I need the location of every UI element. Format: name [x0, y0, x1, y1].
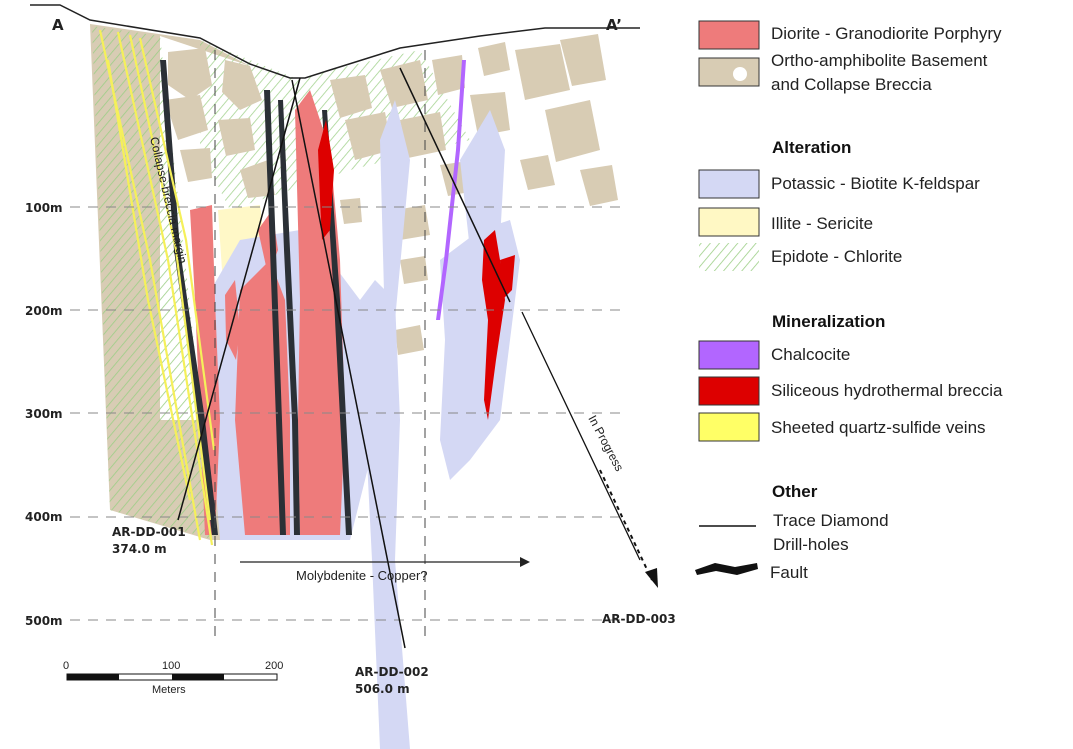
depth-label-400m: 400m — [25, 510, 63, 524]
diorite-porphyry-dykes — [190, 90, 345, 535]
drillhole-002-depth: 506.0 m — [355, 682, 410, 696]
basement-breccia-swatch — [698, 57, 760, 87]
drillhole-traces — [177, 67, 511, 649]
legend-mineralization-heading: Mineralization — [772, 312, 885, 331]
legend-illite-label: Illite - Sericite — [771, 214, 873, 233]
drillhole-001-id: AR-DD-001 — [112, 525, 186, 539]
illite-swatch — [698, 207, 760, 237]
legend-potassic-label: Potassic - Biotite K-feldspar — [771, 174, 980, 193]
legend-drillhole-label-line2: Drill-holes — [773, 535, 849, 554]
legend-fault-label: Fault — [770, 563, 808, 582]
depth-label-200m: 200m — [25, 304, 63, 318]
legend-basement-label-line2: and Collapse Breccia — [771, 75, 932, 94]
scale-bar: 0 100 200 Meters — [63, 660, 283, 696]
molybdenite-arrowhead — [520, 557, 530, 567]
scale-tick-200: 200 — [265, 660, 283, 672]
vertical-guides — [214, 50, 426, 640]
legend: Diorite - Granodiorite Porphyry Ortho-am… — [695, 20, 1003, 582]
potassic-swatch — [698, 169, 760, 199]
drillhole-003-id: AR-DD-003 — [602, 612, 676, 626]
scale-tick-0: 0 — [63, 660, 69, 672]
scale-tick-100: 100 — [162, 660, 180, 672]
section-corner-a: A — [52, 16, 64, 34]
legend-diorite-label: Diorite - Granodiorite Porphyry — [771, 24, 1002, 43]
legend-epidote-label: Epidote - Chlorite — [771, 247, 902, 266]
siliceous-breccia-swatch — [698, 376, 760, 406]
scale-unit: Meters — [152, 684, 186, 696]
legend-quartz-label: Sheeted quartz-sulfide veins — [771, 418, 986, 437]
legend-basement-label-line1: Ortho-amphibolite Basement — [771, 51, 988, 70]
section-corner-a-prime: A’ — [606, 16, 622, 34]
chalcocite-swatch — [698, 340, 760, 370]
legend-alteration-heading: Alteration — [772, 138, 851, 157]
section-body — [30, 4, 640, 749]
chalcocite-vein — [436, 60, 466, 320]
drillhole-003-arrowhead — [645, 568, 658, 588]
depth-label-500m: 500m — [25, 614, 63, 628]
drillhole-003-planned-line — [599, 469, 653, 581]
depth-gridlines — [70, 206, 625, 621]
legend-siliceous-label: Siliceous hydrothermal breccia — [771, 381, 1003, 400]
fault-icon — [695, 563, 758, 575]
topography-line — [30, 4, 640, 79]
depth-label-100m: 100m — [25, 201, 63, 215]
molybdenite-label: Molybdenite - Copper? — [296, 568, 428, 583]
drillhole-003-arrow-line — [521, 311, 641, 561]
legend-other-heading: Other — [772, 482, 818, 501]
depth-label-300m: 300m — [25, 407, 63, 421]
breccia-clast-symbol — [733, 67, 747, 81]
legend-drillhole-label-line1: Trace Diamond — [773, 511, 889, 530]
quartz-veins-swatch — [698, 412, 760, 442]
drillhole-002-id: AR-DD-002 — [355, 665, 429, 679]
diorite-swatch — [698, 20, 760, 50]
drillhole-001-depth: 374.0 m — [112, 542, 167, 556]
epidote-swatch — [699, 243, 759, 271]
legend-chalcocite-label: Chalcocite — [771, 345, 850, 364]
